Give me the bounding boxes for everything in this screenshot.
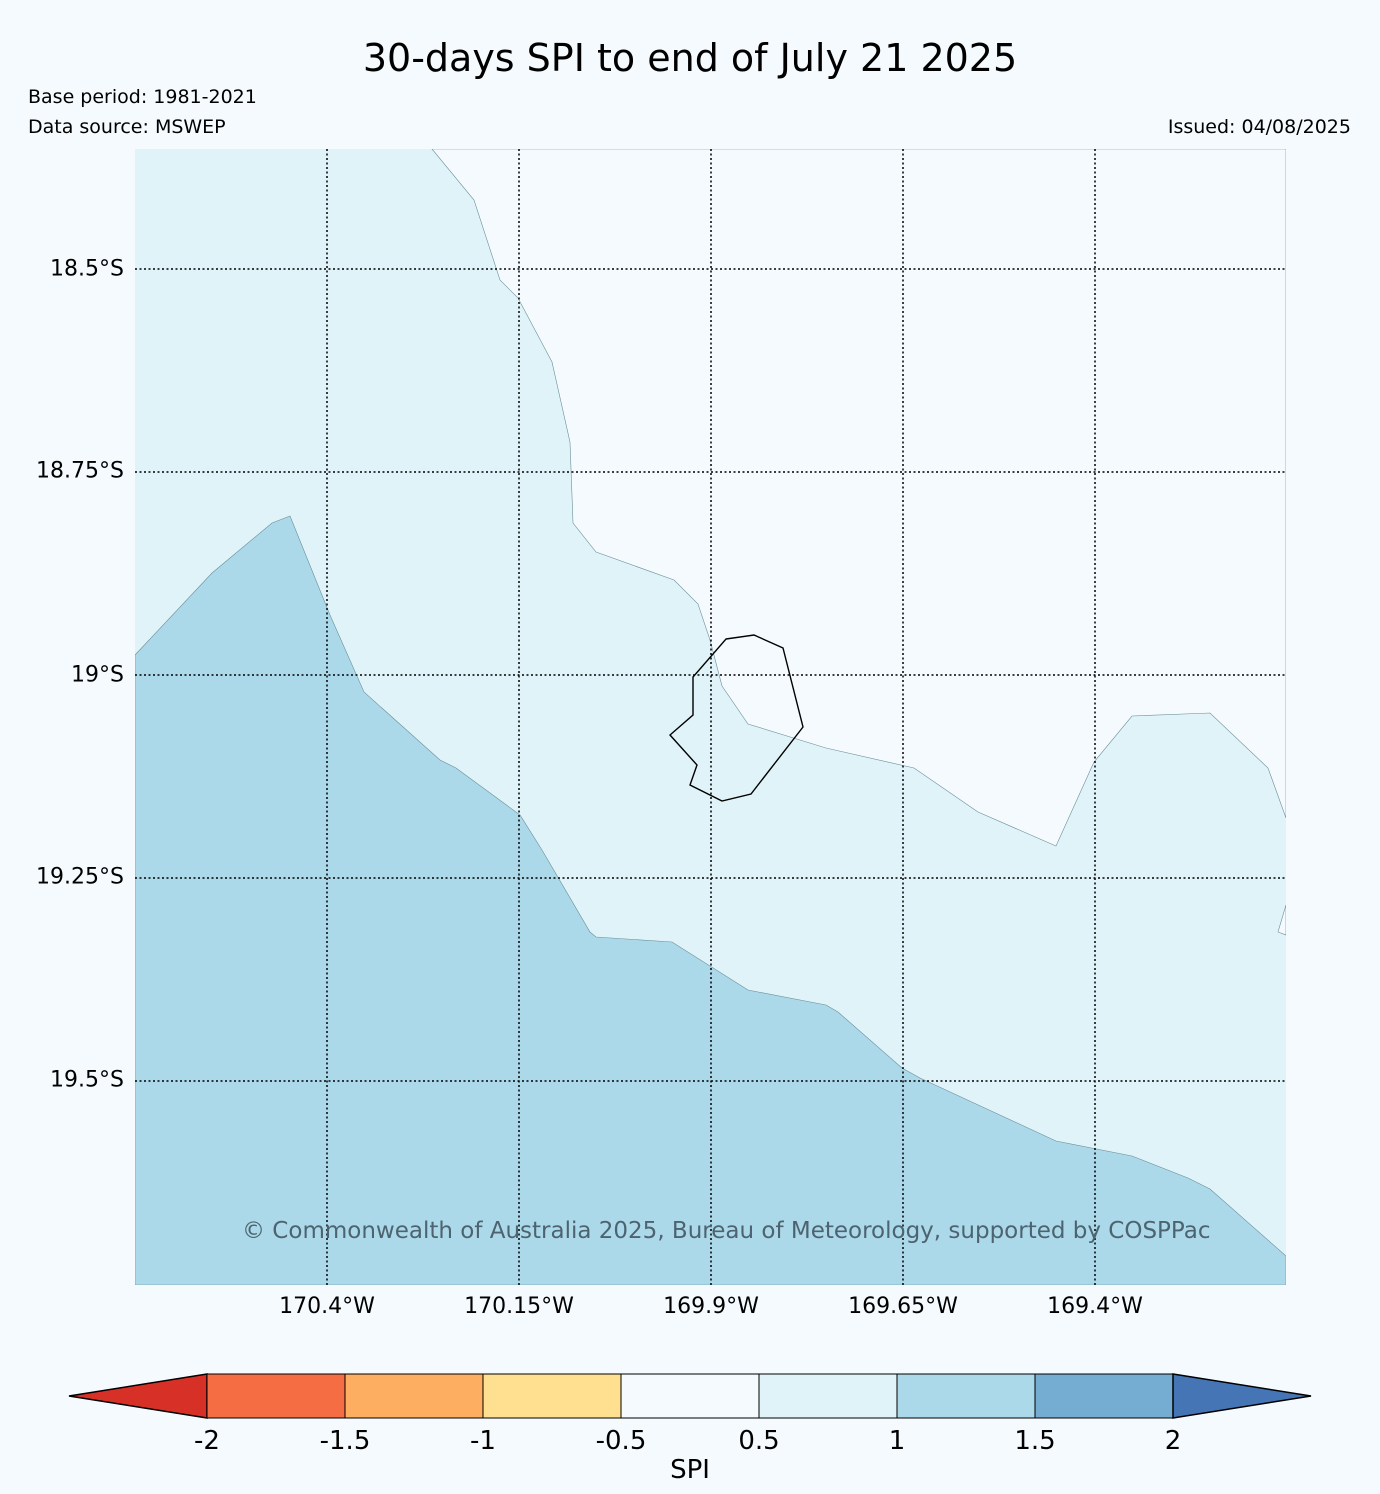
colorbar-tick-2: 2: [1164, 1426, 1182, 1456]
lat-label-18-5: 18.5°S: [50, 256, 124, 282]
lat-label-19-5: 19.5°S: [50, 1067, 124, 1093]
issued-date: Issued: 04/08/2025: [1167, 116, 1351, 138]
colorbar-tick-neg1: -1: [470, 1426, 496, 1456]
lon-label-169-65: 169.65°W: [848, 1294, 958, 1319]
lon-label-169-9: 169.9°W: [663, 1294, 759, 1319]
lon-label-170-4: 170.4°W: [279, 1294, 375, 1319]
base-period: Base period: 1981-2021: [28, 86, 257, 108]
gridlines: [135, 149, 1286, 1285]
lon-label-169-4: 169.4°W: [1047, 1294, 1143, 1319]
lat-label-19-25: 19.25°S: [36, 864, 124, 890]
lat-label-18-75: 18.75°S: [36, 458, 124, 484]
copyright-notice: © Commonwealth of Australia 2025, Bureau…: [242, 1218, 1211, 1244]
island-outline: [669, 634, 804, 802]
spi-region-1-to-1.5: [135, 515, 1286, 1285]
colorbar-tick-neg0-5: -0.5: [595, 1426, 647, 1456]
colorbar-tick-1-5: 1.5: [1014, 1426, 1056, 1456]
colorbar-tick-1: 1: [888, 1426, 906, 1456]
colorbar-tick-neg1-5: -1.5: [319, 1426, 371, 1456]
spi-region-edge: [1277, 904, 1286, 936]
lat-label-19: 19°S: [71, 662, 124, 688]
spi-region-0.5-to-1-north: [431, 149, 1286, 847]
colorbar-label: SPI: [670, 1455, 710, 1485]
colorbar-tick-0-5: 0.5: [738, 1426, 780, 1456]
map-title: 30-days SPI to end of July 21 2025: [362, 36, 1018, 80]
data-source: Data source: MSWEP: [28, 116, 226, 138]
colorbar-tick-neg2: -2: [194, 1426, 220, 1456]
lon-label-170-15: 170.15°W: [464, 1294, 574, 1319]
